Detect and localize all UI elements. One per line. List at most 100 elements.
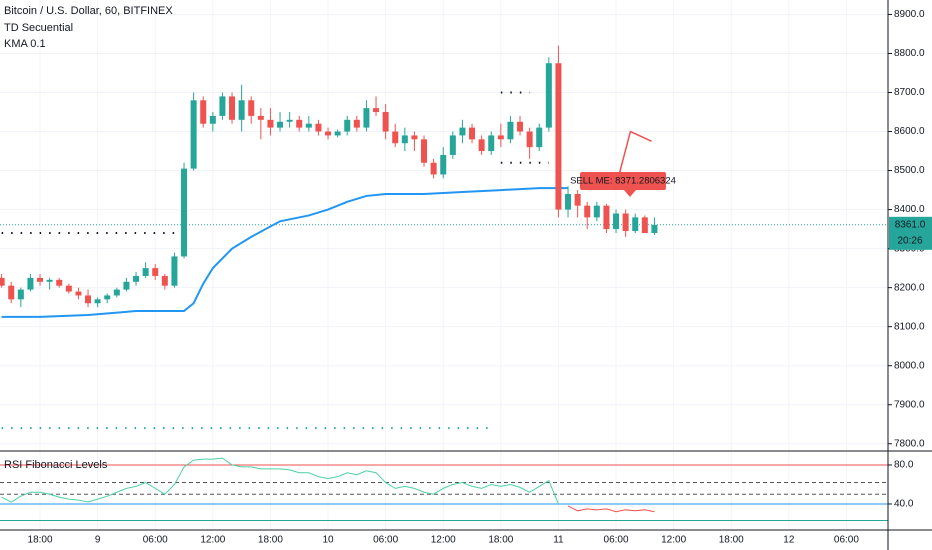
candle-body <box>190 100 197 169</box>
candle-body <box>85 295 92 304</box>
x-tick-label: 06:00 <box>604 535 629 546</box>
x-tick-label: 06:00 <box>834 535 859 546</box>
y-tick-label: 8600.0 <box>894 126 925 137</box>
candle-body <box>296 119 303 128</box>
x-tick-label: 18:00 <box>28 535 53 546</box>
rsi-line <box>1 457 559 505</box>
x-tick-label: 06:00 <box>373 535 398 546</box>
x-tick-label: 12 <box>783 535 795 546</box>
candle-body <box>94 299 101 304</box>
candle-body <box>248 100 255 116</box>
y-tick-label: 8100.0 <box>894 321 925 332</box>
y-tick-label: 8500.0 <box>894 165 925 176</box>
y-tick-label: 8000.0 <box>894 360 925 371</box>
x-tick-label: 11 <box>553 535 564 546</box>
candle-body <box>421 139 428 163</box>
candle-body <box>17 289 24 300</box>
candle-body <box>267 119 274 128</box>
candle-body <box>142 268 149 276</box>
candle-body <box>181 168 188 257</box>
candle-body <box>536 127 543 148</box>
candle-body <box>219 96 226 116</box>
indicator-label: TD Secuential <box>4 22 73 34</box>
candle-body <box>517 121 524 132</box>
candle-body <box>344 119 351 132</box>
candle-body <box>65 285 72 292</box>
candle-body <box>277 121 284 128</box>
chart-title: Bitcoin / U.S. Dollar, 60, BITFINEX <box>4 5 173 17</box>
candle-body <box>238 100 245 120</box>
y-tick-label: 8400.0 <box>894 204 925 215</box>
candle-body <box>401 135 408 144</box>
price-tag-countdown: 20:26 <box>897 235 922 246</box>
candle-body <box>363 108 370 128</box>
x-tick-label: 9 <box>95 535 101 546</box>
candle-body <box>641 217 648 234</box>
candle-body <box>603 205 610 230</box>
candle-body <box>507 121 514 140</box>
y-tick-label: 7900.0 <box>894 399 925 410</box>
candle-body <box>613 213 620 230</box>
x-tick-label: 12:00 <box>431 535 456 546</box>
candle-body <box>37 277 44 282</box>
candle-body <box>430 162 437 175</box>
rsi-line-low <box>567 505 655 513</box>
candle-body <box>325 131 332 136</box>
candle-body <box>133 275 140 282</box>
price-tag-value: 8361.0 <box>895 219 926 230</box>
candle-body <box>123 281 130 290</box>
candle-body <box>488 135 495 152</box>
candle-body <box>411 135 418 140</box>
candle-body <box>353 119 360 128</box>
candle-body <box>200 100 207 124</box>
candle-body <box>584 205 591 218</box>
y-tick-label: 8900.0 <box>894 9 925 20</box>
price-tag <box>889 216 932 250</box>
x-tick-label: 12:00 <box>661 535 686 546</box>
candle-body <box>104 295 111 300</box>
candle-body <box>0 277 5 286</box>
candle-body <box>565 193 572 210</box>
candle-body <box>56 279 63 286</box>
candle-body <box>469 127 476 140</box>
candle-body <box>75 291 82 296</box>
candle-body <box>526 131 533 148</box>
x-tick-label: 12:00 <box>200 535 225 546</box>
candle-body <box>440 154 447 175</box>
x-tick-label: 18:00 <box>488 535 513 546</box>
candle-body <box>545 63 552 128</box>
candle-body <box>459 127 466 136</box>
candle-body <box>478 139 485 152</box>
kma-line <box>1 187 569 318</box>
y-tick-label: 8700.0 <box>894 87 925 98</box>
candle-body <box>113 289 120 296</box>
x-tick-label: 18:00 <box>719 535 744 546</box>
x-tick-label: 18:00 <box>258 535 283 546</box>
candle-body <box>574 193 581 206</box>
y-tick-label: 7800.0 <box>894 438 925 449</box>
candle-body <box>382 112 389 132</box>
candle-body <box>305 123 312 128</box>
candle-body <box>209 115 216 124</box>
sell-label: SELL ME: 8371.2806324 <box>570 176 676 187</box>
y-tick-label: 8200.0 <box>894 282 925 293</box>
candle-body <box>286 119 293 122</box>
indicator-label: KMA 0.1 <box>4 38 46 50</box>
sell-label-pointer <box>624 190 636 197</box>
candle-body <box>555 63 562 210</box>
candle-body <box>46 279 53 282</box>
candle-body <box>152 268 159 276</box>
candle-body <box>497 135 504 140</box>
rsi-title: RSI Fibonacci Levels <box>4 459 108 471</box>
candle-body <box>632 217 639 232</box>
candle-body <box>334 131 341 136</box>
candle-body <box>171 256 178 286</box>
y-tick-label: 80.0 <box>894 460 914 471</box>
candle-body <box>593 205 600 218</box>
candle-body <box>622 213 629 232</box>
candle-body <box>392 131 399 144</box>
candle-body <box>8 285 15 300</box>
candle-body <box>315 123 322 132</box>
candle-body <box>27 277 34 290</box>
